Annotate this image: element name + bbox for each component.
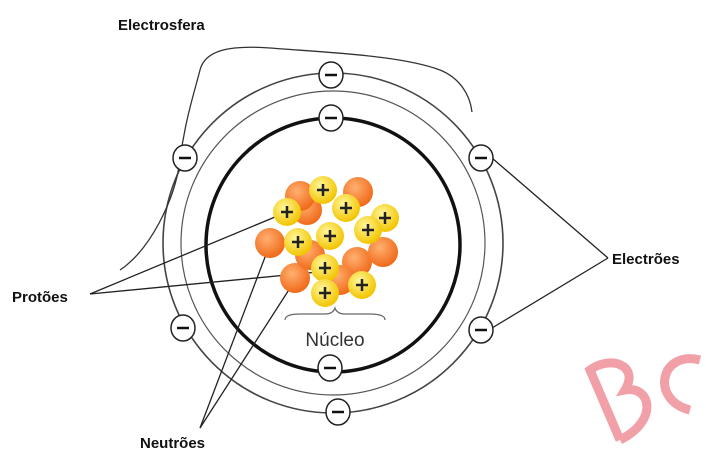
neutron: [255, 228, 285, 258]
electrosphere-label: Electrosfera: [118, 17, 205, 34]
pointer: [492, 258, 608, 328]
proton: [284, 228, 312, 256]
pointer: [90, 212, 287, 294]
nucleus-label: Núcleo: [305, 330, 364, 351]
nucleus: [255, 176, 399, 307]
proton: [309, 176, 337, 204]
electron: [171, 315, 195, 341]
pointer: [492, 158, 608, 258]
electrons-label: Electrões: [612, 251, 680, 268]
electron: [469, 317, 493, 343]
proton: [316, 222, 344, 250]
proton: [354, 216, 382, 244]
proton: [348, 271, 376, 299]
proton: [311, 254, 339, 282]
watermark: [590, 363, 647, 440]
watermark: [665, 359, 700, 410]
electron: [318, 355, 342, 381]
proton: [332, 194, 360, 222]
neutrons-label: Neutrões: [140, 435, 205, 452]
proton: [273, 198, 301, 226]
electron: [319, 105, 343, 131]
proton: [311, 279, 339, 307]
page: Electrosfera Protões Electrões Neutrões …: [0, 0, 706, 454]
electron: [319, 62, 343, 88]
electron: [326, 399, 350, 425]
electron: [173, 145, 197, 171]
protons-label: Protões: [12, 289, 68, 306]
atom-diagram: Electrosfera Protões Electrões Neutrões …: [0, 0, 706, 454]
nucleus-brace: [285, 308, 385, 320]
electron: [469, 145, 493, 171]
